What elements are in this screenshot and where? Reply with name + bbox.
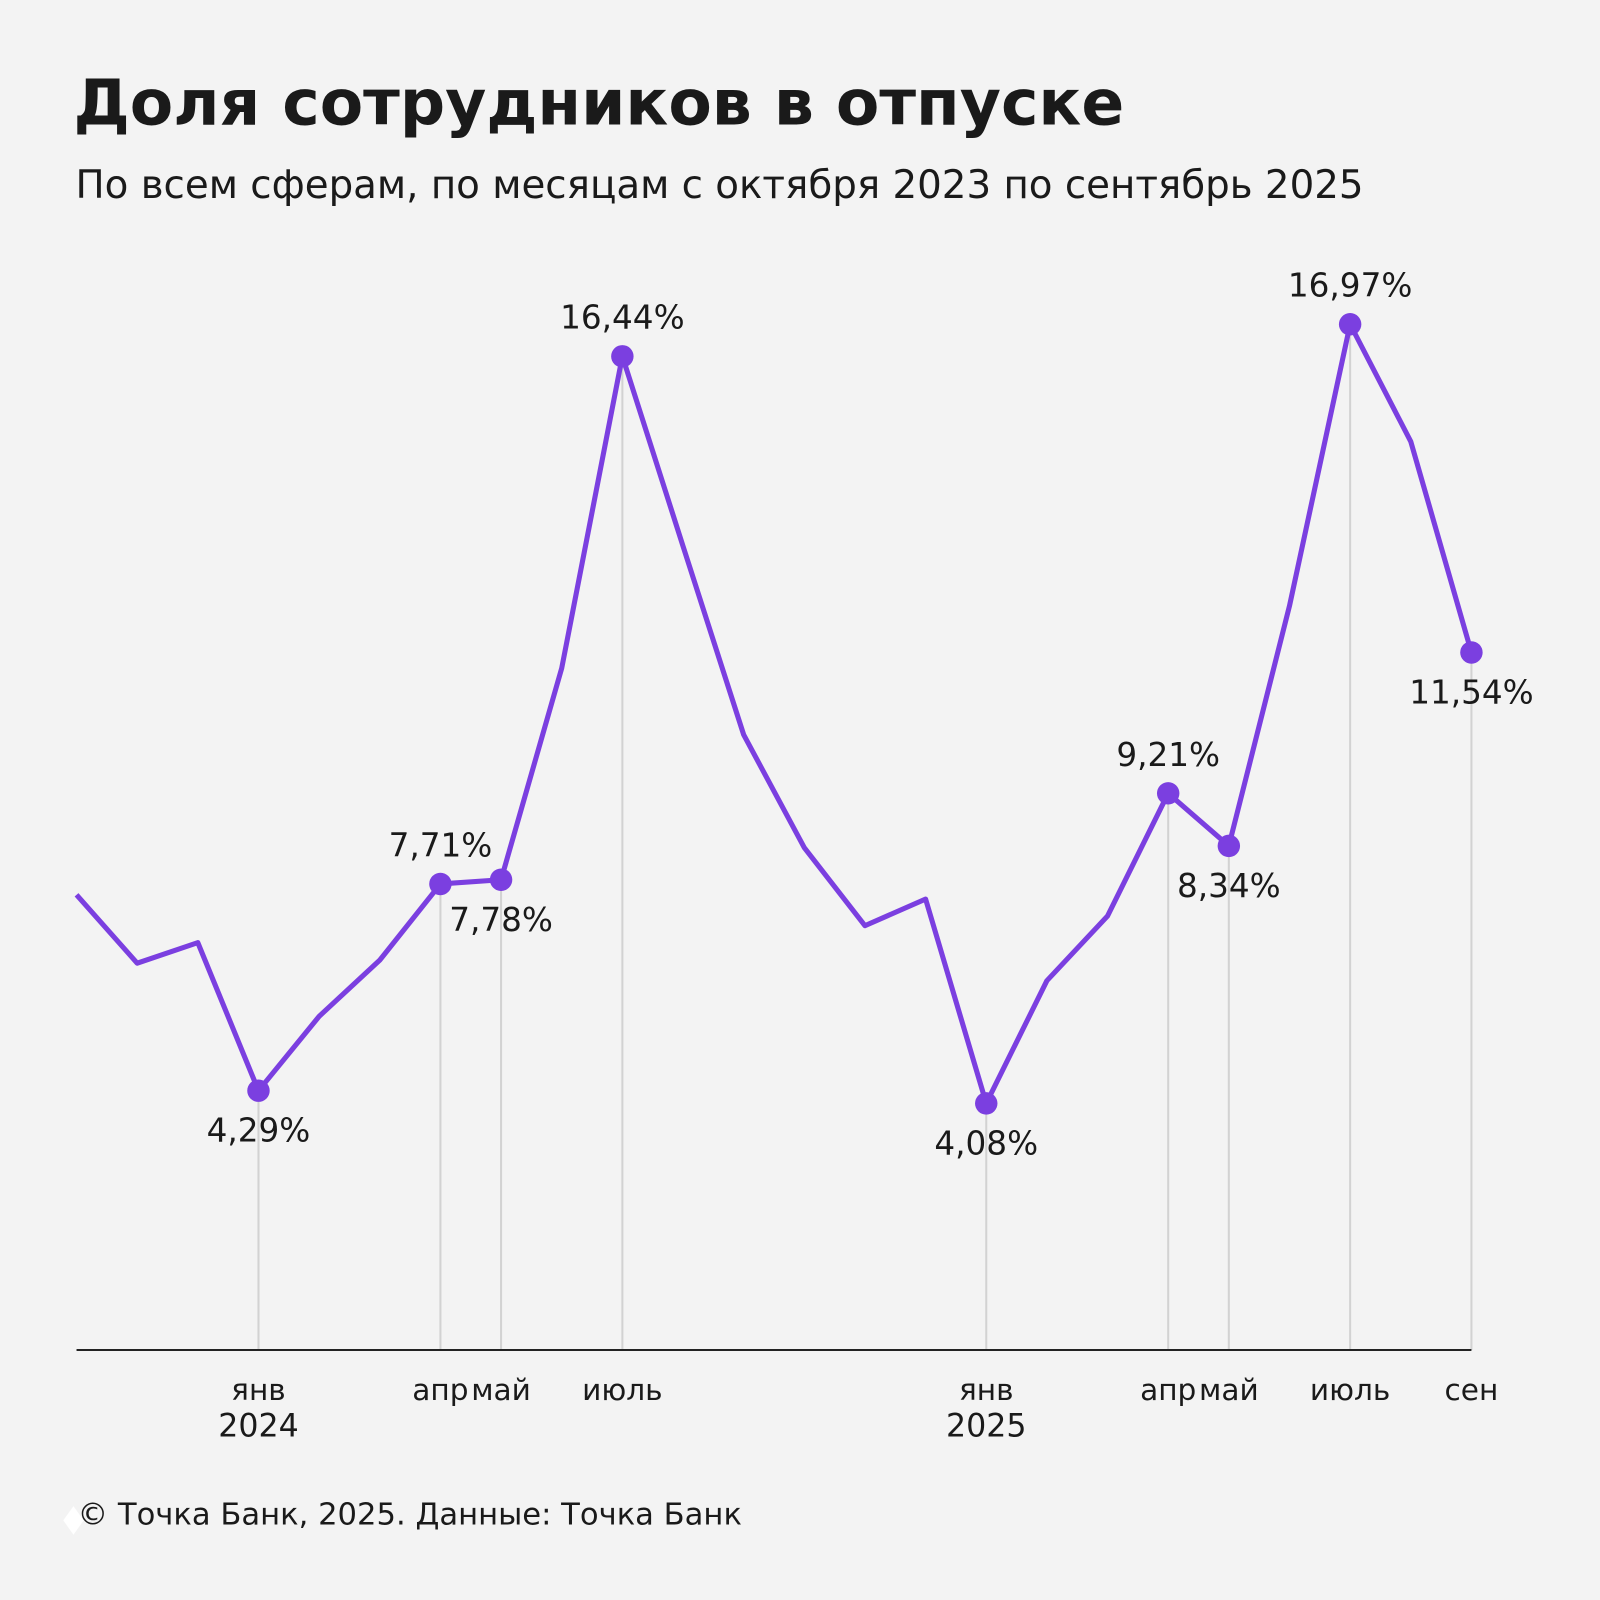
value-label: 4,08% <box>934 1124 1038 1162</box>
chart-title: Доля сотрудников в отпуске <box>73 65 1124 139</box>
x-tick-year: 2024 <box>218 1409 298 1445</box>
value-label: 16,44% <box>560 299 684 337</box>
x-tick-year: 2025 <box>946 1409 1026 1445</box>
point <box>1156 782 1180 805</box>
value-label: 9,21% <box>1116 736 1220 774</box>
point <box>489 868 513 891</box>
x-tick-label: апр <box>412 1373 468 1407</box>
source: © Точка Банк, 2025. Данные: Точка Банк <box>78 1497 742 1532</box>
point <box>1460 641 1483 664</box>
x-tick-label: янв <box>231 1373 286 1407</box>
value-label: 11,54% <box>1409 673 1533 711</box>
value-label: 4,29% <box>207 1112 311 1150</box>
x-tick-label: апр <box>1140 1373 1196 1407</box>
x-tick-label: июль <box>1310 1373 1390 1407</box>
line <box>74 321 1474 1106</box>
x-tick-label: май <box>471 1373 531 1407</box>
x-tick-label: янв <box>959 1373 1014 1407</box>
value-label: 8,34% <box>1177 867 1281 905</box>
point <box>1217 834 1241 858</box>
value-label: 7,71% <box>389 826 493 864</box>
point <box>429 872 452 896</box>
x-tick-label: июль <box>582 1373 662 1407</box>
value-label: 16,97% <box>1288 267 1412 305</box>
x-tick-label: сен <box>1445 1373 1499 1407</box>
logo <box>63 1506 84 1535</box>
point <box>1338 313 1362 336</box>
point <box>611 345 634 368</box>
x-tick-label: май <box>1199 1373 1259 1407</box>
point <box>247 1079 270 1102</box>
value-label: 7,78% <box>449 901 553 939</box>
point <box>975 1092 998 1115</box>
chart-subtitle: По всем сферам, по месяцам с октября 202… <box>76 163 1364 208</box>
